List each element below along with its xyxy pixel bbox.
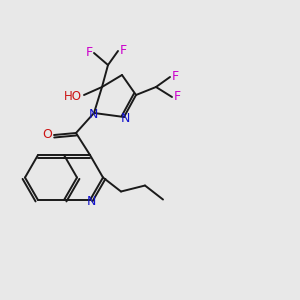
- Text: F: F: [171, 70, 178, 83]
- Text: N: N: [88, 109, 98, 122]
- Text: HO: HO: [64, 89, 82, 103]
- Text: N: N: [86, 194, 96, 208]
- Text: F: F: [173, 91, 181, 103]
- Text: F: F: [85, 46, 93, 59]
- Text: F: F: [119, 44, 127, 58]
- Text: N: N: [120, 112, 130, 125]
- Text: O: O: [42, 128, 52, 142]
